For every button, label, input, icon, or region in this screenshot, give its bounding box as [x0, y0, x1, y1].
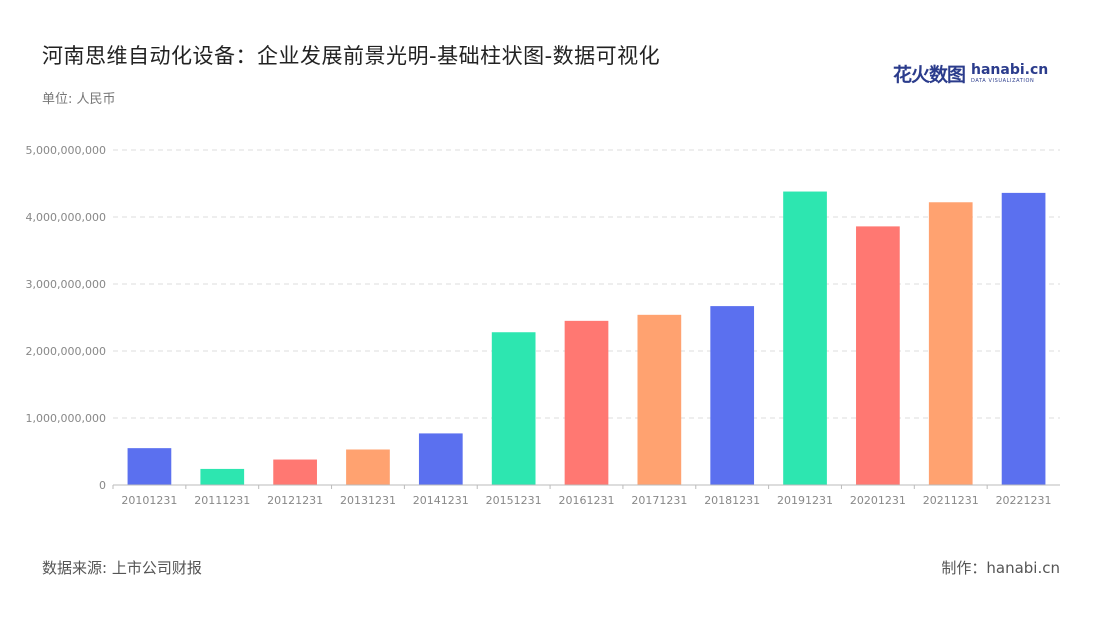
x-tick-label: 20181231 [704, 494, 760, 507]
y-tick-label: 3,000,000,000 [26, 278, 106, 291]
credit-label: 制作：hanabi.cn [941, 559, 1060, 577]
y-tick-label: 5,000,000,000 [26, 144, 106, 157]
logo-cn-text: 花火数图 [893, 64, 966, 86]
bar-20101231 [127, 448, 172, 485]
bar-20111231 [200, 468, 245, 485]
x-tick-label: 20191231 [777, 494, 833, 507]
bar-20151231 [491, 332, 536, 485]
logo-en-block: hanabi.cn DATA VISUALIZATION [971, 63, 1048, 84]
x-tick-label: 20211231 [923, 494, 979, 507]
bar-20121231 [273, 459, 317, 485]
y-axis-ticks: 0 1,000,000,000 2,000,000,000 3,000,000,000… [26, 144, 106, 492]
y-tick-label: 1,000,000,000 [26, 412, 106, 425]
x-tick-label: 20101231 [121, 494, 177, 507]
grid-lines [113, 149, 1060, 419]
x-tick-label: 20201231 [850, 494, 906, 507]
y-tick-label: 4,000,000,000 [26, 211, 106, 224]
bar-20171231 [637, 314, 682, 485]
bar-20131231 [346, 449, 390, 485]
x-tick-label: 20151231 [486, 494, 542, 507]
bar-20211231 [928, 202, 973, 485]
bars [127, 191, 1046, 486]
x-tick-label: 20131231 [340, 494, 396, 507]
brand-logo: 花火数图 hanabi.cn DATA VISUALIZATION [893, 60, 1048, 87]
x-tick-label: 20121231 [267, 494, 323, 507]
chart-title: 河南思维自动化设备：企业发展前景光明-基础柱状图-数据可视化 [42, 44, 661, 68]
logo-tagline: DATA VISUALIZATION [971, 78, 1035, 84]
x-tick-label: 20161231 [559, 494, 615, 507]
logo-en-text: hanabi.cn [971, 62, 1049, 78]
x-tick-label: 20171231 [631, 494, 687, 507]
bar-20161231 [564, 320, 609, 485]
bar-20181231 [710, 306, 755, 485]
y-tick-label: 2,000,000,000 [26, 345, 106, 358]
x-tick-label: 20111231 [194, 494, 250, 507]
bar-20201231 [856, 226, 900, 485]
bar-20221231 [1001, 192, 1046, 485]
y-tick-label: 0 [99, 479, 106, 492]
bar-20191231 [783, 191, 827, 486]
bar-20141231 [418, 433, 463, 485]
x-tick-label: 20141231 [413, 494, 469, 507]
x-tick-label: 20221231 [996, 494, 1052, 507]
data-source: 数据来源: 上市公司财报 [42, 559, 202, 577]
x-axis-ticks: 20101231 20111231 20121231 20131231 20141231… [112, 485, 1052, 507]
unit-label: 单位: 人民币 [42, 92, 116, 107]
